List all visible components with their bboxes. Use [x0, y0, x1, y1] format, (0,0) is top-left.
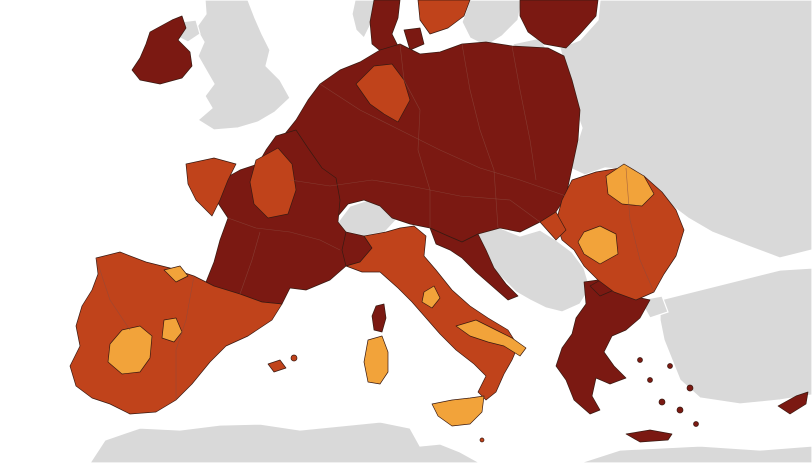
- non-member-regions: [89, 0, 812, 463]
- boundary-line: [461, 43, 499, 229]
- france-west: [185, 157, 237, 217]
- boundary-line: [319, 83, 567, 197]
- north-africa: [89, 421, 481, 463]
- crete: [625, 429, 673, 443]
- boundary-line: [625, 167, 655, 293]
- boundary-line: [95, 257, 131, 331]
- denmark-islands: [403, 27, 425, 51]
- orange-regions: [107, 163, 655, 427]
- north-africa-east: [579, 445, 812, 463]
- aegean-island-6: [637, 357, 643, 363]
- small-islands: [267, 354, 485, 443]
- sicily: [431, 395, 485, 427]
- spain-central: [107, 325, 153, 375]
- cyprus: [777, 391, 809, 415]
- aegean-island-5: [693, 421, 699, 427]
- romania-center: [577, 225, 619, 265]
- norway: [351, 0, 376, 40]
- aegean-island-3: [686, 384, 694, 392]
- spain-east-inland: [161, 317, 183, 343]
- aegean-island-7: [667, 363, 673, 369]
- balearic-mallorca: [267, 359, 287, 373]
- romania-north: [605, 163, 655, 207]
- croatia: [429, 227, 519, 301]
- slovakia-region: [539, 211, 567, 241]
- aegean-island-1: [658, 398, 666, 406]
- italy-center: [421, 285, 441, 309]
- malta: [479, 437, 485, 443]
- france-north: [249, 147, 297, 219]
- netherlands-west: [355, 63, 411, 123]
- ireland: [131, 15, 193, 85]
- sardinia: [363, 335, 389, 385]
- boundary-line: [239, 231, 261, 295]
- great-britain: [195, 0, 291, 131]
- balearic-menorca: [290, 354, 298, 362]
- boundary-line: [175, 275, 195, 400]
- turkey: [659, 267, 812, 405]
- boundary-line: [227, 217, 341, 251]
- baltics: [519, 0, 599, 49]
- italy-south: [455, 319, 527, 357]
- internal-boundaries: [95, 43, 655, 400]
- dark-red-regions: [131, 0, 809, 443]
- corsica: [371, 303, 387, 333]
- greece: [555, 279, 651, 415]
- sweden-south: [417, 0, 471, 35]
- boundary-line: [511, 45, 537, 181]
- spain-north-coast: [163, 265, 189, 283]
- boundary-line: [399, 43, 431, 228]
- boundary-line: [289, 179, 541, 223]
- aegean-island-2: [676, 406, 684, 414]
- aegean-island-4: [647, 377, 653, 383]
